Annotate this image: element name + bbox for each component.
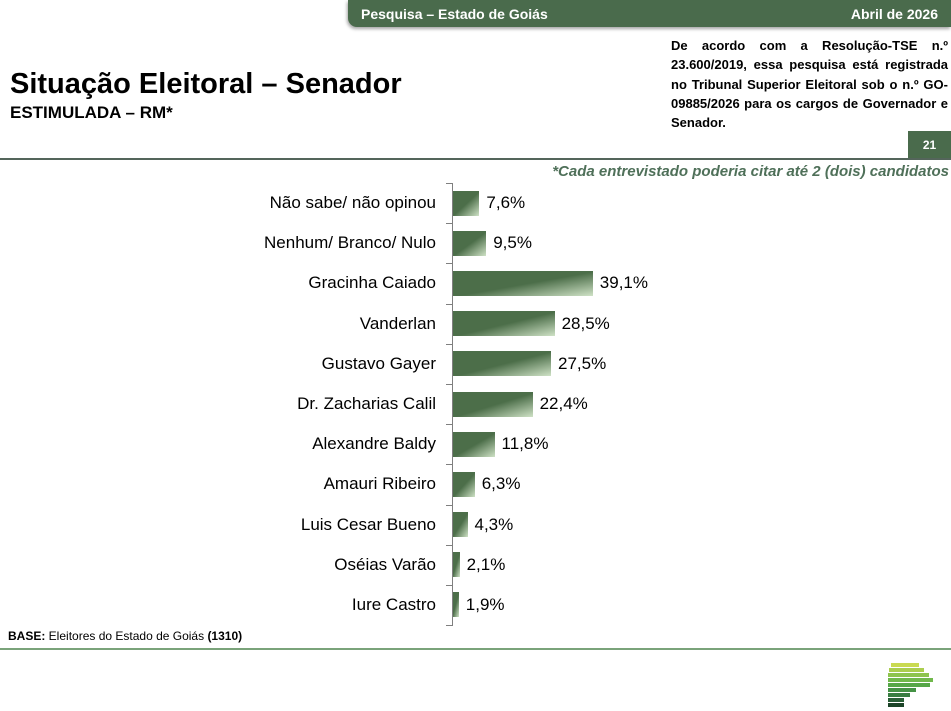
research-institute-logo [888,663,933,708]
axis-tick [446,464,453,466]
category-label: Luis Cesar Bueno [300,514,436,534]
category-label: Vanderlan [359,313,436,333]
axis-tick [446,585,453,586]
value-label: 9,5% [493,233,532,253]
senator-bar-chart: Não sabe/ não opinou 7,6% Nenhum/ Branco/ … [0,183,951,625]
base-label: BASE: [8,629,46,643]
chart-axis-line [452,183,453,626]
axis-tick [446,384,453,385]
header-date: Abril de 2026 [850,5,938,22]
category-label: Alexandre Baldy [312,434,436,454]
bar [452,311,555,337]
chart-row: Não sabe/ não opinou 7,6% [0,183,951,223]
axis-tick [446,183,453,184]
axis-tick [446,544,453,546]
chart-row: Oséias Varão 2,1% [0,545,951,585]
category-label: Iure Castro [351,594,436,614]
bar [452,471,475,497]
bar [452,190,480,216]
axis-tick [446,223,453,225]
chart-row: Amauri Ribeiro 6,3% [0,464,951,504]
logo-bar [888,688,916,692]
axis-tick [446,424,453,426]
logo-bar [888,698,904,702]
chart-row: Nenhum/ Branco/ Nulo 9,5% [0,223,951,263]
page-subtitle: ESTIMULADA – RM* [10,103,173,122]
logo-bar [888,673,929,677]
category-label: Oséias Varão [334,554,436,574]
tse-disclaimer: De acordo com a Resolução-TSE n.º 23.600… [671,38,948,131]
category-label: Amauri Ribeiro [323,474,436,494]
logo-bar [888,693,910,697]
page-title: Situação Eleitoral – Senador [10,68,402,100]
bar [452,391,533,417]
category-label: Dr. Zacharias Calil [297,394,436,414]
value-label: 6,3% [481,474,521,494]
value-label: 39,1% [599,273,648,293]
bar [452,431,495,457]
base-count: (1310) [207,629,243,643]
value-label: 1,9% [465,594,505,614]
footer-divider-line [0,648,951,650]
chart-row: Iure Castro 1,9% [0,585,951,625]
axis-tick [446,625,453,627]
header-bar: Pesquisa – Estado de Goiás Abril de 2026 [348,0,951,27]
value-label: 2,1% [466,554,506,574]
value-label: 28,5% [561,313,610,333]
category-label: Gracinha Caiado [308,273,436,293]
logo-bar [889,668,924,672]
base-note: BASE: Eleitores do Estado de Goiás (1310… [8,629,242,643]
bar [452,270,593,296]
logo-bar [888,683,930,687]
chart-row: Dr. Zacharias Calil 22,4% [0,384,951,424]
axis-tick [446,303,453,305]
axis-tick [446,263,453,265]
value-label: 22,4% [539,394,588,414]
base-text: Eleitores do Estado de Goiás [45,629,208,643]
bar [452,351,551,377]
axis-tick [446,504,453,506]
chart-row: Luis Cesar Bueno 4,3% [0,505,951,545]
chart-row: Alexandre Baldy 11,8% [0,424,951,464]
value-label: 11,8% [501,434,549,454]
category-label: Gustavo Gayer [321,353,436,373]
value-label: 27,5% [558,353,607,373]
bar [452,512,468,538]
bar [452,230,487,256]
category-label: Não sabe/ não opinou [269,193,436,213]
chart-row: Vanderlan 28,5% [0,304,951,344]
bar [452,592,459,618]
chart-row: Gracinha Caiado 39,1% [0,263,951,303]
axis-tick [446,343,453,345]
logo-bar [891,663,919,667]
logo-bar [888,678,933,682]
chart-footnote: *Cada entrevistado poderia citar até 2 (… [552,163,949,180]
logo-bar [888,703,904,707]
header-title: Pesquisa – Estado de Goiás [361,5,548,22]
category-label: Nenhum/ Branco/ Nulo [264,233,436,253]
value-label: 4,3% [474,514,514,534]
header-divider-line [0,158,951,160]
bar [452,552,460,578]
chart-row: Gustavo Gayer 27,5% [0,344,951,384]
value-label: 7,6% [486,193,526,213]
page-number-badge: 21 [908,131,951,158]
